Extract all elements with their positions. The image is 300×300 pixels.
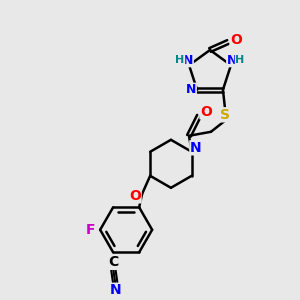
Text: H: H [235, 55, 244, 65]
Text: N: N [186, 83, 196, 96]
Text: N: N [109, 283, 121, 297]
Text: N: N [190, 141, 202, 155]
Text: O: O [200, 105, 212, 119]
Text: C: C [108, 255, 118, 269]
Text: O: O [230, 33, 242, 47]
Text: N: N [183, 54, 193, 67]
Text: O: O [129, 189, 141, 203]
Text: F: F [85, 223, 95, 237]
Text: N: N [227, 54, 237, 67]
Text: S: S [220, 108, 230, 122]
Text: H: H [176, 55, 185, 65]
